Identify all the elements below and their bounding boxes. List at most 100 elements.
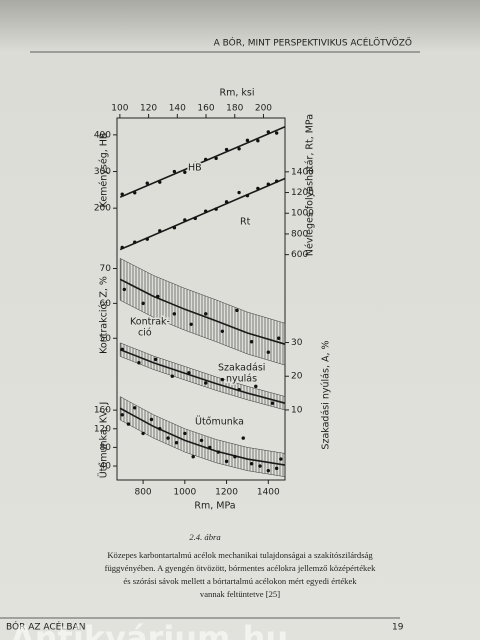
x-top-tick-label: 120: [140, 104, 157, 114]
data-point: [245, 138, 250, 143]
data-point: [193, 216, 197, 221]
data-point: [249, 340, 254, 344]
data-point: [166, 436, 170, 440]
y-tick-label: 200: [94, 204, 111, 214]
data-point: [224, 200, 229, 204]
y-tick-label: 300: [94, 167, 111, 177]
data-point: [170, 374, 175, 378]
data-point: [220, 377, 225, 382]
fit-line: [119, 278, 286, 345]
data-point: [266, 130, 271, 134]
y-tick-label: 40: [100, 462, 112, 472]
y2-tick-label: 1400: [291, 167, 314, 177]
data-point: [187, 371, 191, 375]
x-top-tick-label: 180: [226, 104, 243, 114]
data-point: [270, 401, 275, 405]
data-point: [158, 427, 162, 431]
data-point: [237, 190, 241, 195]
y2-tick-label: 1000: [291, 209, 314, 219]
x-top-tick-label: 140: [169, 104, 186, 114]
data-point: [141, 431, 145, 436]
watermark: Antikvárium.hu: [10, 619, 288, 640]
data-point: [266, 468, 271, 473]
x-top-tick-label: 160: [197, 104, 214, 114]
data-point: [122, 287, 127, 292]
data-point: [133, 406, 137, 410]
caption-line: Közepes karbontartalmú acélok mechanikai…: [107, 550, 373, 560]
data-point: [172, 169, 177, 174]
fit-line: [119, 348, 286, 404]
data-point: [199, 438, 204, 443]
data-point: [189, 322, 193, 327]
curve-label: Kontrak-: [130, 317, 170, 328]
data-point: [245, 193, 250, 198]
data-point: [254, 384, 258, 389]
data-point: [233, 455, 237, 459]
data-point: [149, 417, 154, 422]
y-tick-label: 400: [94, 130, 111, 140]
data-point: [208, 445, 212, 450]
curve-label: ció: [138, 328, 152, 339]
data-point: [120, 245, 124, 250]
y-tick-label: 80: [100, 443, 112, 453]
fit-line: [119, 126, 286, 198]
x-axis-title: Rm, MPa: [194, 501, 235, 512]
data-point: [203, 157, 208, 162]
y2-tick-label: 800: [291, 229, 308, 239]
y2-tick-label: 10: [291, 405, 303, 415]
y2-tick-label: 30: [291, 338, 303, 348]
data-point: [120, 192, 124, 196]
data-point: [133, 191, 137, 195]
y-axis-title: Ütőmunka, KV, J: [99, 402, 110, 479]
x-tick-label: 1200: [215, 488, 238, 498]
curve-label: Rt: [240, 217, 251, 228]
scatter-band: [119, 396, 286, 478]
curve-label: Ütőmunka: [195, 417, 244, 428]
data-point: [193, 161, 197, 166]
data-point: [203, 312, 208, 316]
data-point: [203, 209, 208, 213]
curve-label: nyulás: [226, 374, 257, 385]
x-top-tick-label: 100: [111, 104, 128, 114]
data-point: [158, 180, 162, 184]
data-point: [145, 181, 149, 185]
data-point: [133, 240, 137, 244]
footer-title: BÓR AZ ACÉLBAN: [6, 621, 85, 633]
data-point: [214, 207, 218, 211]
data-point: [174, 441, 179, 445]
data-point: [126, 422, 131, 426]
data-point: [224, 147, 229, 152]
data-point: [237, 147, 241, 151]
data-point: [120, 413, 124, 417]
x-tick-label: 800: [134, 488, 151, 498]
data-point: [155, 294, 160, 299]
y2-tick-label: 1200: [291, 188, 314, 198]
data-point: [172, 226, 177, 230]
data-point: [137, 361, 141, 365]
y2-axis-title: Névleges folyáshatár, Rt, MPa: [305, 114, 316, 256]
data-point: [220, 329, 225, 333]
data-point: [266, 182, 271, 186]
data-point: [258, 464, 262, 468]
plot-frame: [116, 117, 286, 481]
fit-line: [119, 407, 286, 466]
data-point: [183, 431, 187, 436]
data-point: [183, 218, 187, 222]
y2-tick-label: 600: [291, 250, 308, 260]
data-point: [203, 381, 208, 385]
x-top-axis-title: Rm, ksi: [220, 88, 255, 99]
data-point: [277, 336, 281, 340]
y2-axis-title: Szakadási nyúlás, A, %: [321, 340, 332, 449]
y-axis-title: Keménység, HB: [99, 133, 110, 208]
scatter-band: [119, 257, 286, 366]
data-point: [274, 131, 279, 135]
data-point: [183, 170, 187, 174]
y-tick-label: 60: [100, 299, 112, 309]
data-point: [235, 308, 239, 313]
running-header: A BÓR, MINT PERSPEKTIVIKUS ACÉLÖTVÖZŐ: [214, 37, 412, 49]
caption-line: és szórási sávok mellett a bórtartalmú a…: [123, 576, 357, 586]
y-tick-label: 160: [94, 406, 111, 416]
y2-tick-label: 20: [291, 372, 303, 382]
data-point: [241, 436, 245, 440]
